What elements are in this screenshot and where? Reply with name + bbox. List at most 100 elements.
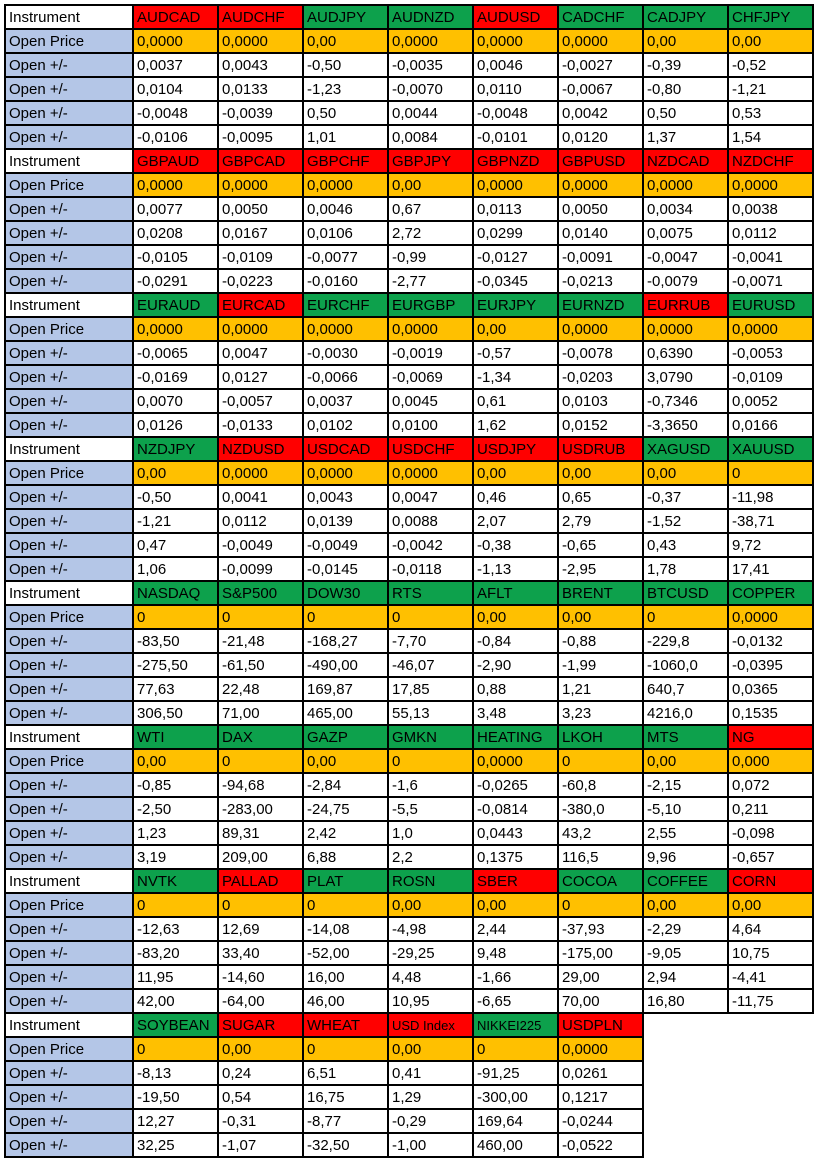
open-change-cell[interactable]: -0,098 bbox=[727, 820, 814, 846]
open-change-cell[interactable]: -1,66 bbox=[472, 964, 559, 990]
open-price-cell[interactable]: 0,0000 bbox=[472, 172, 559, 198]
open-price-cell[interactable]: 0,0000 bbox=[727, 172, 814, 198]
open-change-cell[interactable]: -0,31 bbox=[217, 1108, 304, 1134]
open-price-cell[interactable]: 0,0000 bbox=[302, 460, 389, 486]
instrument-header-cell[interactable]: NZDCHF bbox=[727, 148, 814, 174]
open-change-cell[interactable]: -1,23 bbox=[302, 76, 389, 102]
instrument-header-cell[interactable]: GBPJPY bbox=[387, 148, 474, 174]
instrument-header-cell[interactable]: GMKN bbox=[387, 724, 474, 750]
open-change-cell[interactable]: 0,0100 bbox=[387, 412, 474, 438]
open-change-cell[interactable]: -1,99 bbox=[557, 652, 644, 678]
open-change-cell[interactable]: 0,0166 bbox=[727, 412, 814, 438]
open-change-cell[interactable]: 43,2 bbox=[557, 820, 644, 846]
open-change-cell[interactable]: 0,43 bbox=[642, 532, 729, 558]
open-price-cell[interactable]: 0,00 bbox=[387, 1036, 474, 1062]
open-price-cell[interactable]: 0 bbox=[132, 604, 219, 630]
open-change-cell[interactable]: 0,0127 bbox=[217, 364, 304, 390]
open-change-cell[interactable]: 0,0047 bbox=[217, 340, 304, 366]
open-change-cell[interactable]: -0,0069 bbox=[387, 364, 474, 390]
open-change-cell[interactable]: -300,00 bbox=[472, 1084, 559, 1110]
open-change-cell[interactable]: -0,0030 bbox=[302, 340, 389, 366]
open-change-cell[interactable]: -0,85 bbox=[132, 772, 219, 798]
open-price-cell[interactable]: 0,0000 bbox=[217, 316, 304, 342]
instrument-header-cell[interactable]: WHEAT bbox=[302, 1012, 389, 1038]
instrument-header-cell[interactable]: SBER bbox=[472, 868, 559, 894]
open-price-cell[interactable]: 0,00 bbox=[642, 892, 729, 918]
open-price-cell[interactable]: 0,00 bbox=[642, 748, 729, 774]
open-price-cell[interactable]: 0 bbox=[557, 892, 644, 918]
open-change-cell[interactable]: 0,0070 bbox=[132, 388, 219, 414]
open-change-cell[interactable]: -0,38 bbox=[472, 532, 559, 558]
open-change-cell[interactable]: 6,51 bbox=[302, 1060, 389, 1086]
instrument-header-cell[interactable]: NG bbox=[727, 724, 814, 750]
open-change-cell[interactable]: 0,0113 bbox=[472, 196, 559, 222]
open-change-cell[interactable]: 6,88 bbox=[302, 844, 389, 870]
open-change-cell[interactable]: -4,98 bbox=[387, 916, 474, 942]
open-change-cell[interactable]: 17,41 bbox=[727, 556, 814, 582]
open-change-cell[interactable]: -2,95 bbox=[557, 556, 644, 582]
open-change-cell[interactable]: 77,63 bbox=[132, 676, 219, 702]
instrument-header-cell[interactable]: XAGUSD bbox=[642, 436, 729, 462]
open-change-cell[interactable]: 0,0112 bbox=[727, 220, 814, 246]
open-change-cell[interactable]: -0,65 bbox=[557, 532, 644, 558]
open-change-cell[interactable]: 0,1217 bbox=[557, 1084, 644, 1110]
open-change-cell[interactable]: 0,0365 bbox=[727, 676, 814, 702]
open-price-cell[interactable]: 0 bbox=[302, 1036, 389, 1062]
open-price-cell[interactable]: 0,0000 bbox=[132, 28, 219, 54]
open-change-cell[interactable]: 0,0042 bbox=[557, 100, 644, 126]
open-change-cell[interactable]: 0,54 bbox=[217, 1084, 304, 1110]
open-change-cell[interactable]: -380,0 bbox=[557, 796, 644, 822]
open-change-cell[interactable]: -0,0049 bbox=[217, 532, 304, 558]
open-change-cell[interactable]: -11,98 bbox=[727, 484, 814, 510]
open-change-cell[interactable]: -0,7346 bbox=[642, 388, 729, 414]
open-change-cell[interactable]: -0,0223 bbox=[217, 268, 304, 294]
open-change-cell[interactable]: -1,13 bbox=[472, 556, 559, 582]
open-change-cell[interactable]: -8,13 bbox=[132, 1060, 219, 1086]
open-change-cell[interactable]: -64,00 bbox=[217, 988, 304, 1014]
open-price-cell[interactable]: 0,00 bbox=[472, 892, 559, 918]
open-price-cell[interactable]: 0 bbox=[217, 604, 304, 630]
open-change-cell[interactable]: -0,0395 bbox=[727, 652, 814, 678]
open-change-cell[interactable]: -0,657 bbox=[727, 844, 814, 870]
open-change-cell[interactable]: -0,0203 bbox=[557, 364, 644, 390]
open-change-cell[interactable]: -60,8 bbox=[557, 772, 644, 798]
open-change-cell[interactable]: 17,85 bbox=[387, 676, 474, 702]
open-price-cell[interactable]: 0,000 bbox=[727, 748, 814, 774]
open-change-cell[interactable]: 55,13 bbox=[387, 700, 474, 726]
open-change-cell[interactable]: 0,0104 bbox=[132, 76, 219, 102]
open-change-cell[interactable]: 2,94 bbox=[642, 964, 729, 990]
open-change-cell[interactable]: -24,75 bbox=[302, 796, 389, 822]
instrument-header-cell[interactable]: HEATING bbox=[472, 724, 559, 750]
open-change-cell[interactable]: 0,53 bbox=[727, 100, 814, 126]
open-change-cell[interactable]: -3,3650 bbox=[642, 412, 729, 438]
open-change-cell[interactable]: 0,0103 bbox=[557, 388, 644, 414]
open-change-cell[interactable]: 0,47 bbox=[132, 532, 219, 558]
open-change-cell[interactable]: 1,62 bbox=[472, 412, 559, 438]
instrument-header-cell[interactable]: LKOH bbox=[557, 724, 644, 750]
open-change-cell[interactable]: 2,2 bbox=[387, 844, 474, 870]
open-change-cell[interactable]: 4,64 bbox=[727, 916, 814, 942]
open-change-cell[interactable]: -0,0048 bbox=[132, 100, 219, 126]
open-change-cell[interactable]: 33,40 bbox=[217, 940, 304, 966]
instrument-header-cell[interactable]: USDJPY bbox=[472, 436, 559, 462]
open-change-cell[interactable]: 71,00 bbox=[217, 700, 304, 726]
open-change-cell[interactable]: 0,46 bbox=[472, 484, 559, 510]
open-price-cell[interactable]: 0 bbox=[217, 748, 304, 774]
open-change-cell[interactable]: 0,0041 bbox=[217, 484, 304, 510]
open-change-cell[interactable]: 0,6390 bbox=[642, 340, 729, 366]
open-change-cell[interactable]: -0,80 bbox=[642, 76, 729, 102]
open-change-cell[interactable]: -0,0049 bbox=[302, 532, 389, 558]
open-price-cell[interactable]: 0,00 bbox=[472, 460, 559, 486]
open-change-cell[interactable]: 0,0139 bbox=[302, 508, 389, 534]
open-price-cell[interactable]: 0,00 bbox=[217, 1036, 304, 1062]
open-price-cell[interactable]: 0 bbox=[217, 892, 304, 918]
instrument-header-cell[interactable]: GBPAUD bbox=[132, 148, 219, 174]
open-change-cell[interactable]: -46,07 bbox=[387, 652, 474, 678]
open-change-cell[interactable]: 9,48 bbox=[472, 940, 559, 966]
open-change-cell[interactable]: -94,68 bbox=[217, 772, 304, 798]
open-price-cell[interactable]: 0,0000 bbox=[557, 316, 644, 342]
open-price-cell[interactable]: 0,0000 bbox=[132, 172, 219, 198]
instrument-header-cell[interactable]: SOYBEAN bbox=[132, 1012, 219, 1038]
open-change-cell[interactable]: 2,07 bbox=[472, 508, 559, 534]
open-change-cell[interactable]: -1,21 bbox=[727, 76, 814, 102]
